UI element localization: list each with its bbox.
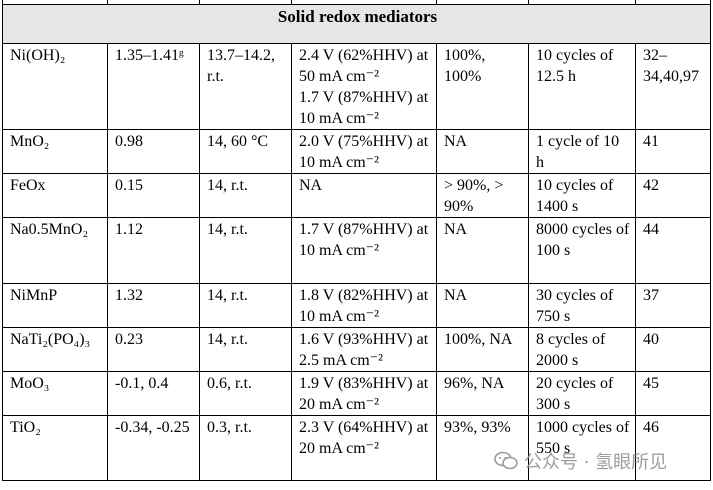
cycles-cell: 1 cycle of 10 h — [528, 129, 636, 174]
e-cell: 1.32 — [107, 283, 200, 328]
table-row: Ni(OH)₂ 1.35–1.41ᵍ 13.7–14.2, r.t. 2.4 V (6… — [2, 43, 711, 130]
eff-cell: 93%, 93% — [436, 415, 529, 481]
mediator-cell: MoO₃ — [2, 371, 108, 416]
ref-cell: 46 — [635, 415, 711, 481]
table-row: TiO₂ -0.34, -0.25 0.3, r.t. 2.3 V (64%HHV) … — [2, 415, 711, 481]
cycles-cell: 1000 cycles of 550 s — [528, 415, 636, 481]
ref-cell: 44 — [635, 217, 711, 284]
e-cell: 1.12 — [107, 217, 200, 284]
voltage-cell: 1.8 V (82%HHV) at 10 mA cm⁻² — [291, 283, 437, 328]
voltage-line: 2.3 V (64%HHV) at 20 mA cm⁻² — [299, 419, 429, 457]
voltage-cell: 2.3 V (64%HHV) at 20 mA cm⁻² — [291, 415, 437, 481]
voltage-line: 1.7 V (87%HHV) at 10 mA cm⁻² — [299, 221, 429, 259]
ph-cell: 0.3, r.t. — [199, 415, 292, 481]
voltage-cell: 2.0 V (75%HHV) at 10 mA cm⁻² — [291, 129, 437, 174]
cycles-cell: 8000 cycles of 100 s — [528, 217, 636, 284]
ph-cell: 0.6, r.t. — [199, 371, 292, 416]
e-cell: -0.34, -0.25 — [107, 415, 200, 481]
ph-cell: 14, r.t. — [199, 217, 292, 284]
eff-cell: NA — [436, 129, 529, 174]
e-cell: 0.23 — [107, 327, 200, 372]
mediator-cell: NaTi₂(PO₄)₃ — [2, 327, 108, 372]
ph-cell: 14, r.t. — [199, 327, 292, 372]
ref-cell: 45 — [635, 371, 711, 416]
voltage-cell: NA — [291, 173, 437, 218]
table-row: MnO₂ 0.98 14, 60 °C 2.0 V (75%HHV) at 10 mA… — [2, 129, 711, 174]
voltage-cell: 1.6 V (93%HHV) at 2.5 mA cm⁻² — [291, 327, 437, 372]
ref-cell: 42 — [635, 173, 711, 218]
voltage-line: 1.9 V (83%HHV) at 20 mA cm⁻² — [299, 375, 429, 413]
table-row: FeOx 0.15 14, r.t. NA > 90%, > 90% 10 cycles … — [2, 173, 711, 218]
table-row: Na0.5MnO₂ 1.12 14, r.t. 1.7 V (87%HHV) at 1… — [2, 217, 711, 284]
e-cell: 0.98 — [107, 129, 200, 174]
mediator-cell: TiO₂ — [2, 415, 108, 481]
table-row: MoO₃ -0.1, 0.4 0.6, r.t. 1.9 V (83%HHV) at … — [2, 371, 711, 416]
voltage-line: NA — [299, 177, 323, 194]
eff-cell: 100%, 100% — [436, 43, 529, 130]
ref-cell: 41 — [635, 129, 711, 174]
cycles-cell: 8 cycles of 2000 s — [528, 327, 636, 372]
voltage-line: 1.6 V (93%HHV) at 2.5 mA cm⁻² — [299, 331, 429, 369]
voltage-cell: 1.9 V (83%HHV) at 20 mA cm⁻² — [291, 371, 437, 416]
table-row: NiMnP 1.32 14, r.t. 1.8 V (82%HHV) at 10 mA… — [2, 283, 711, 328]
voltage-cell: 1.7 V (87%HHV) at 10 mA cm⁻² — [291, 217, 437, 284]
section-header-row: Solid redox mediators — [2, 4, 711, 44]
mediator-cell: FeOx — [2, 173, 108, 218]
ph-cell: 14, 60 °C — [199, 129, 292, 174]
cycles-cell: 10 cycles of 1400 s — [528, 173, 636, 218]
voltage-line: 2.0 V (75%HHV) at 10 mA cm⁻² — [299, 133, 429, 171]
cycles-cell: 30 cycles of 750 s — [528, 283, 636, 328]
voltage-line: 1.7 V (87%HHV) at 10 mA cm⁻² — [299, 89, 429, 127]
eff-cell: 100%, NA — [436, 327, 529, 372]
voltage-line: 2.4 V (62%HHV) at 50 mA cm⁻² — [299, 47, 429, 85]
ph-cell: 14, r.t. — [199, 173, 292, 218]
mediator-cell: Ni(OH)₂ — [2, 43, 108, 130]
eff-cell: NA — [436, 283, 529, 328]
eff-cell: > 90%, > 90% — [436, 173, 529, 218]
section-title: Solid redox mediators — [2, 4, 711, 44]
e-cell: 1.35–1.41ᵍ — [107, 43, 200, 130]
table-row: NaTi₂(PO₄)₃ 0.23 14, r.t. 1.6 V (93%HHV) at… — [2, 327, 711, 372]
ref-cell: 40 — [635, 327, 711, 372]
voltage-line: 1.8 V (82%HHV) at 10 mA cm⁻² — [299, 287, 429, 325]
ref-cell: 32–34,40,97 — [635, 43, 711, 130]
cycles-cell: 20 cycles of 300 s — [528, 371, 636, 416]
voltage-cell: 2.4 V (62%HHV) at 50 mA cm⁻² 1.7 V (87%HH… — [291, 43, 437, 130]
e-cell: 0.15 — [107, 173, 200, 218]
eff-cell: NA — [436, 217, 529, 284]
mediator-cell: MnO₂ — [2, 129, 108, 174]
ref-cell: 37 — [635, 283, 711, 328]
mediator-cell: NiMnP — [2, 283, 108, 328]
mediator-table: Solid redox mediators Ni(OH)₂ 1.35–1.41ᵍ 1… — [2, 0, 711, 481]
ph-cell: 14, r.t. — [199, 283, 292, 328]
ph-cell: 13.7–14.2, r.t. — [199, 43, 292, 130]
eff-cell: 96%, NA — [436, 371, 529, 416]
table-container: Solid redox mediators Ni(OH)₂ 1.35–1.41ᵍ 1… — [2, 0, 711, 481]
mediator-cell: Na0.5MnO₂ — [2, 217, 108, 284]
cycles-cell: 10 cycles of 12.5 h — [528, 43, 636, 130]
e-cell: -0.1, 0.4 — [107, 371, 200, 416]
